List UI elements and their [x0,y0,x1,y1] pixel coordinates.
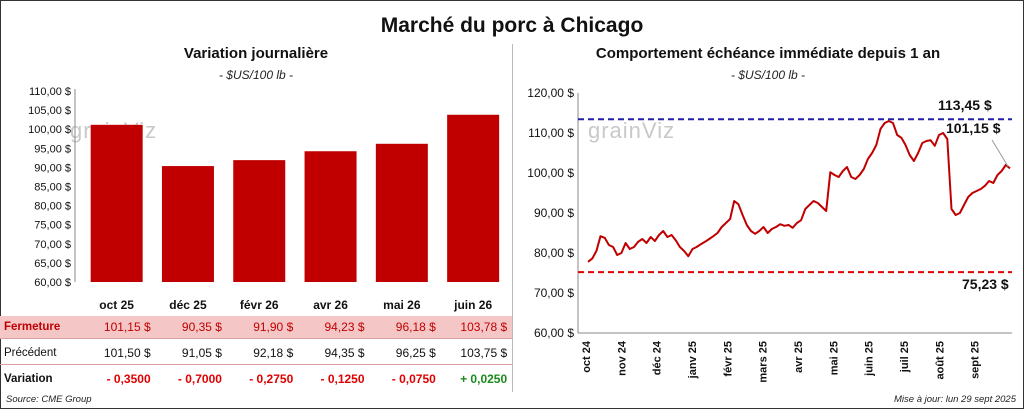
source-note: Source: CME Group [6,394,92,405]
x-tick-label: oct 25 [99,298,134,312]
x-tick-label: août 25 [934,341,946,380]
table-cell-precedent: 91,05 $ [181,346,222,360]
table-cell-fermeture: 94,23 $ [324,320,365,334]
row-label-fermeture: Fermeture [4,321,61,333]
table-cell-variation: - 0,2750 [249,372,294,386]
x-tick-label: févr 26 [240,298,279,312]
bar [375,143,428,282]
left-chart-title: Variation journalière [183,45,329,62]
x-tick-label: déc 25 [169,298,207,312]
table-row-variation: Variation - 0,3500 - 0,7000 - 0,2750 - 0,12… [0,368,512,390]
y-tick-label: 75,00 $ [34,220,71,232]
bar [90,124,143,282]
y-tick-label: 105,00 $ [28,105,71,117]
x-tick-label: déc 24 [652,340,664,375]
x-tick-label: mai 25 [828,341,840,375]
x-tick-label: févr 25 [722,341,734,376]
y-tick-label: 95,00 $ [34,143,71,155]
last-value-leader [991,139,1009,167]
y-tick-label: 90,00 $ [34,162,71,174]
x-tick-label: sept 25 [970,341,982,379]
table-cell-precedent: 92,18 $ [253,346,294,360]
y-tick-label: 85,00 $ [34,182,71,194]
main-title: Marché du porc à Chicago [380,14,644,37]
x-tick-label: avr 26 [313,298,348,312]
row-label-precedent: Précédent [4,347,57,359]
table-cell-fermeture: 101,15 $ [103,320,151,334]
x-tick-label: avr 25 [793,341,805,373]
x-tick-label: oct 24 [581,340,593,373]
bar-chart: 60,00 $ 65,00 $ 70,00 $ 75,00 $ 80,00 $ 85,00… [28,86,500,312]
table-cell-precedent: 94,35 $ [324,346,365,360]
bar [447,114,500,282]
bar [304,151,357,282]
table-cell-variation: - 0,7000 [177,372,222,386]
last-value-label: 101,15 $ [946,120,1001,136]
x-tick-label: nov 24 [616,340,628,376]
table-cell-fermeture: 90,35 $ [181,320,222,334]
y-tick-label: 60,00 $ [534,326,574,340]
right-chart-unit: - $US/100 lb - [730,68,806,82]
y-tick-label: 110,00 $ [29,86,71,98]
table-cell-precedent: 96,25 $ [395,346,436,360]
y-tick-label: 80,00 $ [34,201,71,213]
table-cell-fermeture: 103,78 $ [460,320,508,334]
table-cell-fermeture: 91,90 $ [253,320,294,334]
table-cell-variation: - 0,1250 [320,372,365,386]
y-tick-label: 80,00 $ [534,246,574,260]
watermark-right: grainViz [588,118,676,143]
y-tick-label: 90,00 $ [534,206,574,220]
ref-high-label: 113,45 $ [938,97,992,113]
y-tick-label: 100,00 $ [28,124,71,136]
left-chart-unit: - $US/100 lb - [218,68,294,82]
bar [161,166,214,282]
table-cell-variation: - 0,0750 [391,372,436,386]
table-row-fermeture: Fermeture 101,15 $ 90,35 $ 91,90 $ 94,23 $ 9… [0,316,512,338]
ref-low-label: 75,23 $ [962,276,1009,292]
table-divider [0,338,512,339]
table-cell-variation: - 0,3500 [106,372,151,386]
y-tick-label: 120,00 $ [527,86,574,100]
x-tick-label: janv 25 [687,341,699,379]
x-tick-label: mars 25 [758,341,770,383]
table-cell-precedent: 101,50 $ [103,346,151,360]
y-tick-label: 110,00 $ [528,126,574,140]
x-tick-label: mai 26 [383,298,421,312]
row-label-variation: Variation [4,373,53,385]
price-line [587,120,1011,263]
table-divider [0,364,512,365]
x-tick-label: juil 25 [899,341,911,373]
right-chart-title: Comportement échéance immédiate depuis 1… [595,45,941,62]
update-note: Mise à jour: lun 29 sept 2025 [894,394,1016,405]
table-cell-precedent: 103,75 $ [460,346,508,360]
bar [233,160,286,282]
y-tick-label: 70,00 $ [534,286,574,300]
table-row-precedent: Précédent 101,50 $ 91,05 $ 92,18 $ 94,35 $ 9… [0,342,512,364]
y-tick-label: 60,00 $ [34,277,71,289]
table-cell-variation: + 0,0250 [460,372,508,386]
x-tick-label: juin 25 [864,341,876,377]
x-tick-label: juin 26 [453,298,492,312]
y-tick-label: 65,00 $ [34,258,71,270]
y-tick-label: 100,00 $ [527,166,574,180]
table-cell-fermeture: 96,18 $ [395,320,436,334]
y-tick-label: 70,00 $ [34,239,71,251]
panel-divider [512,44,513,392]
